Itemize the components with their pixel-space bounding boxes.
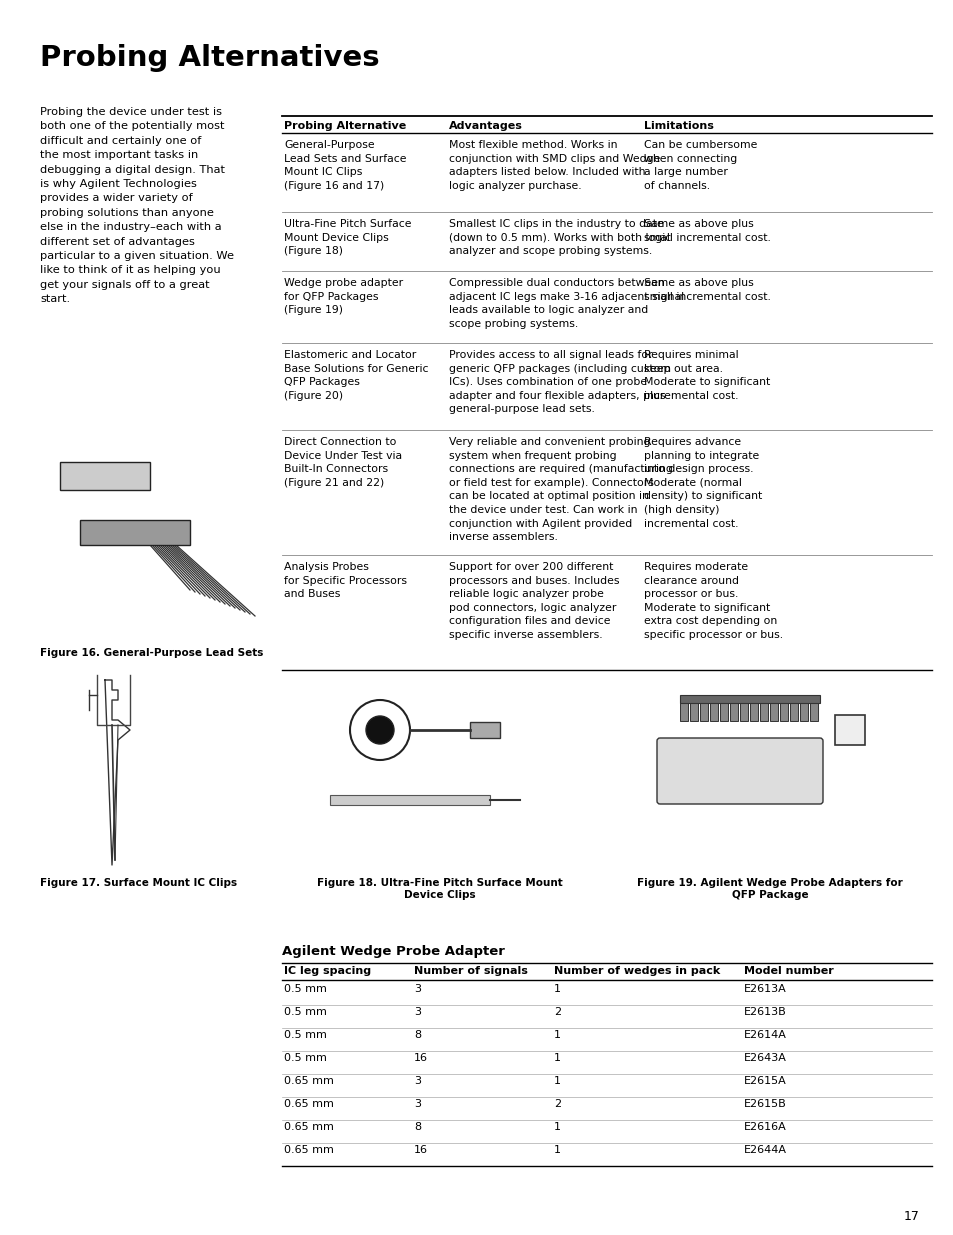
Text: 0.5 mm: 0.5 mm: [284, 1030, 327, 1040]
Bar: [729, 703, 738, 721]
Text: 0.5 mm: 0.5 mm: [284, 1053, 327, 1063]
Text: Number of signals: Number of signals: [414, 966, 527, 976]
Text: Probing Alternative: Probing Alternative: [284, 121, 406, 131]
Bar: [720, 703, 727, 721]
Text: 0.65 mm: 0.65 mm: [284, 1099, 334, 1109]
Bar: [800, 703, 807, 721]
Text: Smallest IC clips in the industry to date
(down to 0.5 mm). Works with both logi: Smallest IC clips in the industry to dat…: [449, 219, 671, 256]
Text: 0.65 mm: 0.65 mm: [284, 1076, 334, 1086]
Text: 16: 16: [414, 1145, 428, 1155]
Text: Figure 18. Ultra-Fine Pitch Surface Mount
Device Clips: Figure 18. Ultra-Fine Pitch Surface Moun…: [316, 878, 562, 899]
Text: Ultra-Fine Pitch Surface
Mount Device Clips
(Figure 18): Ultra-Fine Pitch Surface Mount Device Cl…: [284, 219, 411, 256]
Text: Limitations: Limitations: [643, 121, 713, 131]
Bar: [760, 703, 767, 721]
Text: Same as above plus
small incremental cost.: Same as above plus small incremental cos…: [643, 219, 770, 242]
Text: Advantages: Advantages: [449, 121, 522, 131]
Text: Figure 16. General-Purpose Lead Sets: Figure 16. General-Purpose Lead Sets: [40, 648, 263, 658]
Text: 0.5 mm: 0.5 mm: [284, 1007, 327, 1016]
Text: Analysis Probes
for Specific Processors
and Buses: Analysis Probes for Specific Processors …: [284, 562, 407, 599]
Bar: [470, 722, 499, 739]
Text: 8: 8: [414, 1030, 420, 1040]
Text: 1: 1: [554, 1030, 560, 1040]
Bar: [80, 520, 190, 545]
Text: Probing Alternatives: Probing Alternatives: [40, 44, 379, 72]
Text: E2643A: E2643A: [743, 1053, 786, 1063]
Text: 16: 16: [414, 1053, 428, 1063]
Bar: [740, 703, 747, 721]
Text: 3: 3: [414, 1099, 420, 1109]
Text: 2: 2: [554, 1007, 560, 1016]
Text: 1: 1: [554, 1076, 560, 1086]
Text: 0.65 mm: 0.65 mm: [284, 1145, 334, 1155]
Text: Can be cumbersome
when connecting
a large number
of channels.: Can be cumbersome when connecting a larg…: [643, 140, 757, 190]
Text: Requires advance
planning to integrate
into design process.
Moderate (normal
den: Requires advance planning to integrate i…: [643, 437, 761, 529]
Bar: [809, 703, 817, 721]
Circle shape: [366, 716, 394, 743]
Bar: [679, 703, 687, 721]
Text: Wedge probe adapter
for QFP Packages
(Figure 19): Wedge probe adapter for QFP Packages (Fi…: [284, 278, 403, 315]
Text: E2614A: E2614A: [743, 1030, 786, 1040]
Text: E2613A: E2613A: [743, 984, 786, 994]
Bar: [330, 795, 490, 805]
Bar: [834, 715, 864, 745]
Text: Agilent Wedge Probe Adapter: Agilent Wedge Probe Adapter: [282, 945, 504, 958]
Text: Same as above plus
small incremental cost.: Same as above plus small incremental cos…: [643, 278, 770, 301]
Text: General-Purpose
Lead Sets and Surface
Mount IC Clips
(Figure 16 and 17): General-Purpose Lead Sets and Surface Mo…: [284, 140, 406, 190]
Text: Direct Connection to
Device Under Test via
Built-In Connectors
(Figure 21 and 22: Direct Connection to Device Under Test v…: [284, 437, 402, 488]
Bar: [700, 703, 707, 721]
Text: IC leg spacing: IC leg spacing: [284, 966, 371, 976]
Text: Very reliable and convenient probing
system when frequent probing
connections ar: Very reliable and convenient probing sys…: [449, 437, 672, 542]
Text: 3: 3: [414, 1076, 420, 1086]
Text: 0.65 mm: 0.65 mm: [284, 1123, 334, 1132]
Text: Requires moderate
clearance around
processor or bus.
Moderate to significant
ext: Requires moderate clearance around proce…: [643, 562, 782, 640]
Text: 1: 1: [554, 984, 560, 994]
Bar: [60, 462, 150, 490]
FancyBboxPatch shape: [657, 739, 822, 804]
Text: E2616A: E2616A: [743, 1123, 786, 1132]
Text: E2615B: E2615B: [743, 1099, 786, 1109]
Text: Provides access to all signal leads for
generic QFP packages (including custom
I: Provides access to all signal leads for …: [449, 350, 670, 415]
Bar: [679, 695, 820, 703]
Text: Compressible dual conductors between
adjacent IC legs make 3-16 adjacent signal
: Compressible dual conductors between adj…: [449, 278, 683, 329]
Text: 17: 17: [903, 1210, 919, 1223]
Text: 3: 3: [414, 984, 420, 994]
Text: 0.5 mm: 0.5 mm: [284, 984, 327, 994]
Text: Probing the device under test is
both one of the potentially most
difficult and : Probing the device under test is both on…: [40, 107, 233, 304]
Text: Elastomeric and Locator
Base Solutions for Generic
QFP Packages
(Figure 20): Elastomeric and Locator Base Solutions f…: [284, 350, 428, 401]
Text: 1: 1: [554, 1123, 560, 1132]
Text: Most flexible method. Works in
conjunction with SMD clips and Wedge
adapters lis: Most flexible method. Works in conjuncti…: [449, 140, 659, 190]
Text: Figure 17. Surface Mount IC Clips: Figure 17. Surface Mount IC Clips: [40, 878, 237, 888]
Text: Requires minimal
keep out area.
Moderate to significant
incremental cost.: Requires minimal keep out area. Moderate…: [643, 350, 769, 401]
Text: 2: 2: [554, 1099, 560, 1109]
Text: E2613B: E2613B: [743, 1007, 786, 1016]
Bar: [709, 703, 718, 721]
Bar: [749, 703, 758, 721]
Text: 1: 1: [554, 1145, 560, 1155]
Text: 8: 8: [414, 1123, 420, 1132]
Bar: [769, 703, 778, 721]
Text: Figure 19. Agilent Wedge Probe Adapters for
QFP Package: Figure 19. Agilent Wedge Probe Adapters …: [637, 878, 902, 899]
Text: 1: 1: [554, 1053, 560, 1063]
Bar: [780, 703, 787, 721]
Text: 3: 3: [414, 1007, 420, 1016]
Text: E2615A: E2615A: [743, 1076, 786, 1086]
Text: Support for over 200 different
processors and buses. Includes
reliable logic ana: Support for over 200 different processor…: [449, 562, 618, 640]
Text: Model number: Model number: [743, 966, 833, 976]
Bar: [689, 703, 698, 721]
Bar: [789, 703, 797, 721]
Text: E2644A: E2644A: [743, 1145, 786, 1155]
Text: Number of wedges in pack: Number of wedges in pack: [554, 966, 720, 976]
